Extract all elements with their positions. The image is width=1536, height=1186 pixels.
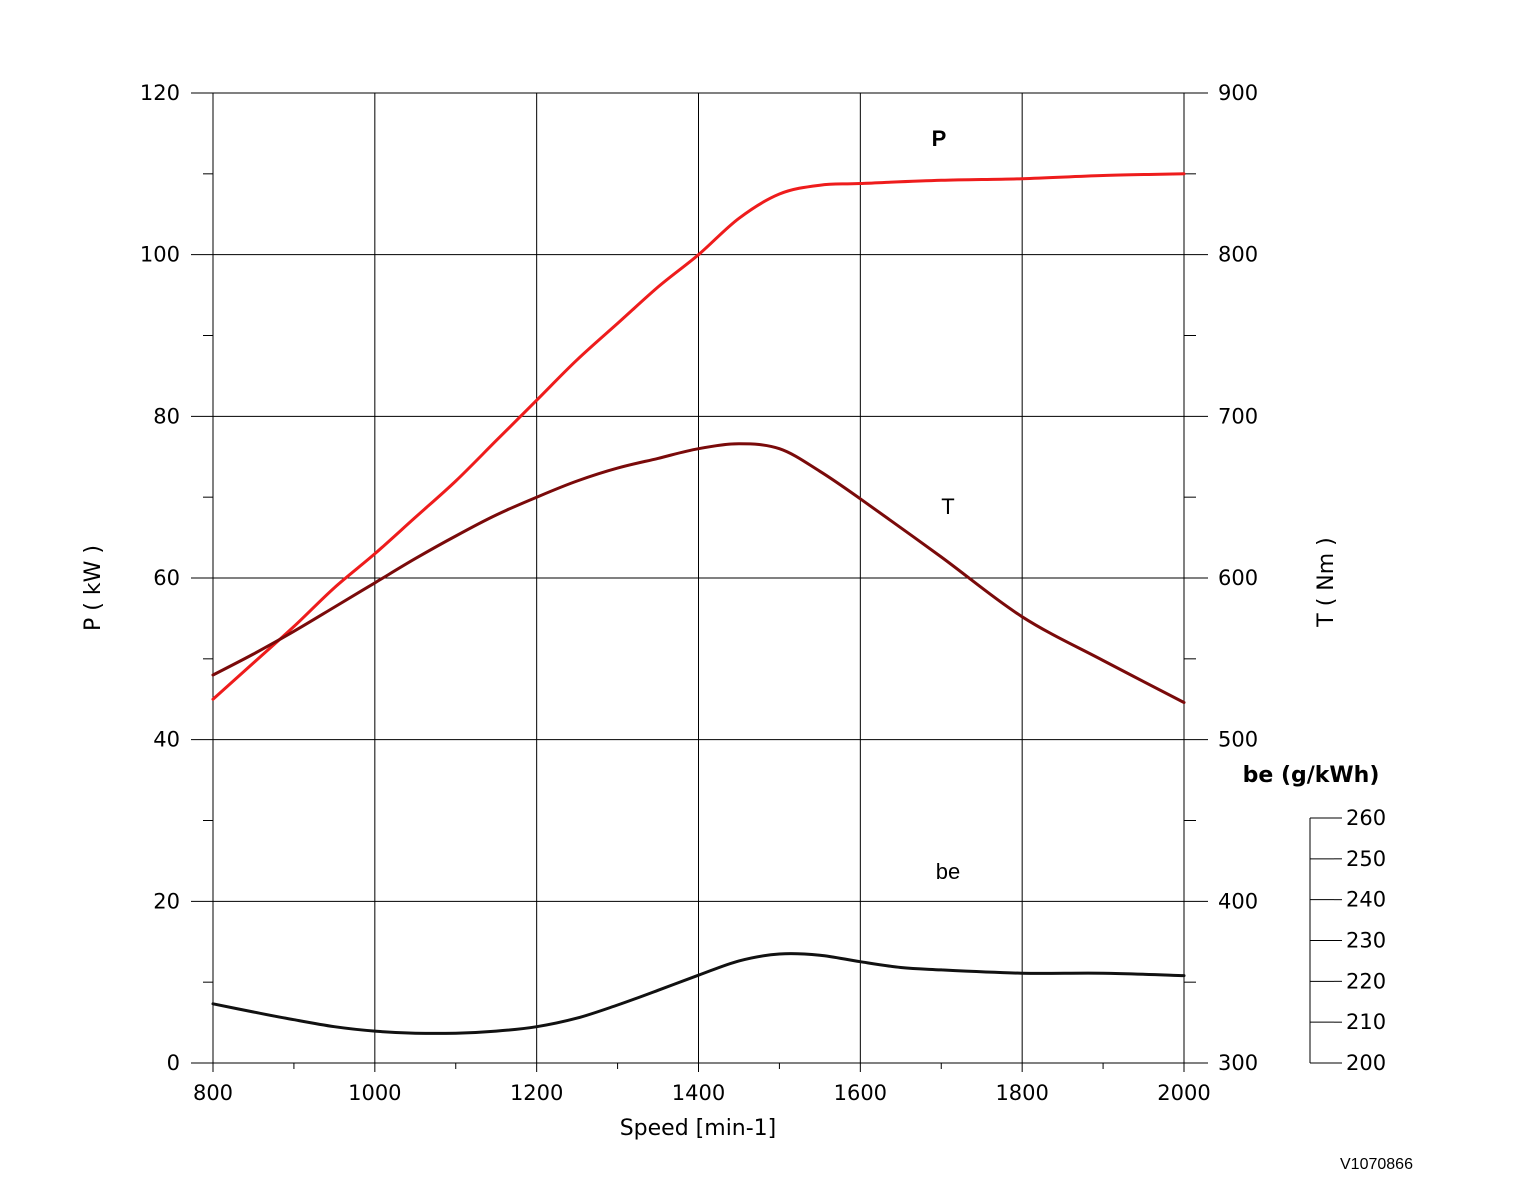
be-tick-label: 240 bbox=[1346, 888, 1386, 912]
power-tick-label: 20 bbox=[153, 889, 180, 913]
series-label-p: P bbox=[932, 126, 947, 151]
y-axis-title-be: be (g/kWh) bbox=[1243, 763, 1380, 788]
be-tick-label: 250 bbox=[1346, 847, 1386, 871]
torque-tick-label: 400 bbox=[1218, 889, 1258, 913]
x-tick-label: 1600 bbox=[834, 1081, 887, 1105]
power-tick-label: 60 bbox=[153, 566, 180, 590]
be-tick-label: 230 bbox=[1346, 929, 1386, 953]
torque-tick-label: 900 bbox=[1218, 81, 1258, 105]
be-tick-label: 220 bbox=[1346, 969, 1386, 993]
torque-tick-label: 700 bbox=[1218, 404, 1258, 428]
data-series bbox=[211, 172, 1186, 1035]
x-tick-label: 800 bbox=[193, 1081, 233, 1105]
x-axis-title: Speed [min-1] bbox=[620, 1116, 777, 1141]
series-line-p bbox=[211, 172, 1186, 701]
power-tick-label: 0 bbox=[167, 1051, 180, 1075]
y-axis-title-power: P ( kW ) bbox=[81, 545, 106, 631]
series-label-t: T bbox=[941, 494, 954, 519]
y-axis-title-torque: T ( Nm ) bbox=[1314, 537, 1339, 627]
be-tick-label: 210 bbox=[1346, 1010, 1386, 1034]
x-tick-label: 1200 bbox=[510, 1081, 563, 1105]
power-tick-label: 40 bbox=[153, 728, 180, 752]
be-tick-label: 260 bbox=[1346, 806, 1386, 830]
grid-lines bbox=[212, 92, 1185, 1064]
series-line-t bbox=[211, 442, 1186, 704]
x-tick-label: 1400 bbox=[672, 1081, 725, 1105]
power-tick-label: 80 bbox=[153, 404, 180, 428]
torque-tick-label: 600 bbox=[1218, 566, 1258, 590]
series-line-be bbox=[211, 952, 1186, 1035]
axis-ticks: 800 1000 1200 1400 1600 1800 2000 0 20 40 60 80 100 1… bbox=[140, 81, 1386, 1105]
x-tick-label: 1800 bbox=[995, 1081, 1048, 1105]
torque-tick-label: 500 bbox=[1218, 728, 1258, 752]
torque-tick-label: 300 bbox=[1218, 1051, 1258, 1075]
power-tick-label: 100 bbox=[140, 243, 180, 267]
series-label-be: be bbox=[936, 859, 960, 884]
figure-reference-code: V1070866 bbox=[1340, 1156, 1413, 1173]
chart-labels: Speed [min-1] P ( kW ) T ( Nm ) be (g/kW… bbox=[81, 126, 1379, 1141]
x-tick-label: 1000 bbox=[348, 1081, 401, 1105]
x-tick-label: 2000 bbox=[1157, 1081, 1210, 1105]
torque-tick-label: 800 bbox=[1218, 243, 1258, 267]
be-tick-label: 200 bbox=[1346, 1051, 1386, 1075]
power-tick-label: 120 bbox=[140, 81, 180, 105]
